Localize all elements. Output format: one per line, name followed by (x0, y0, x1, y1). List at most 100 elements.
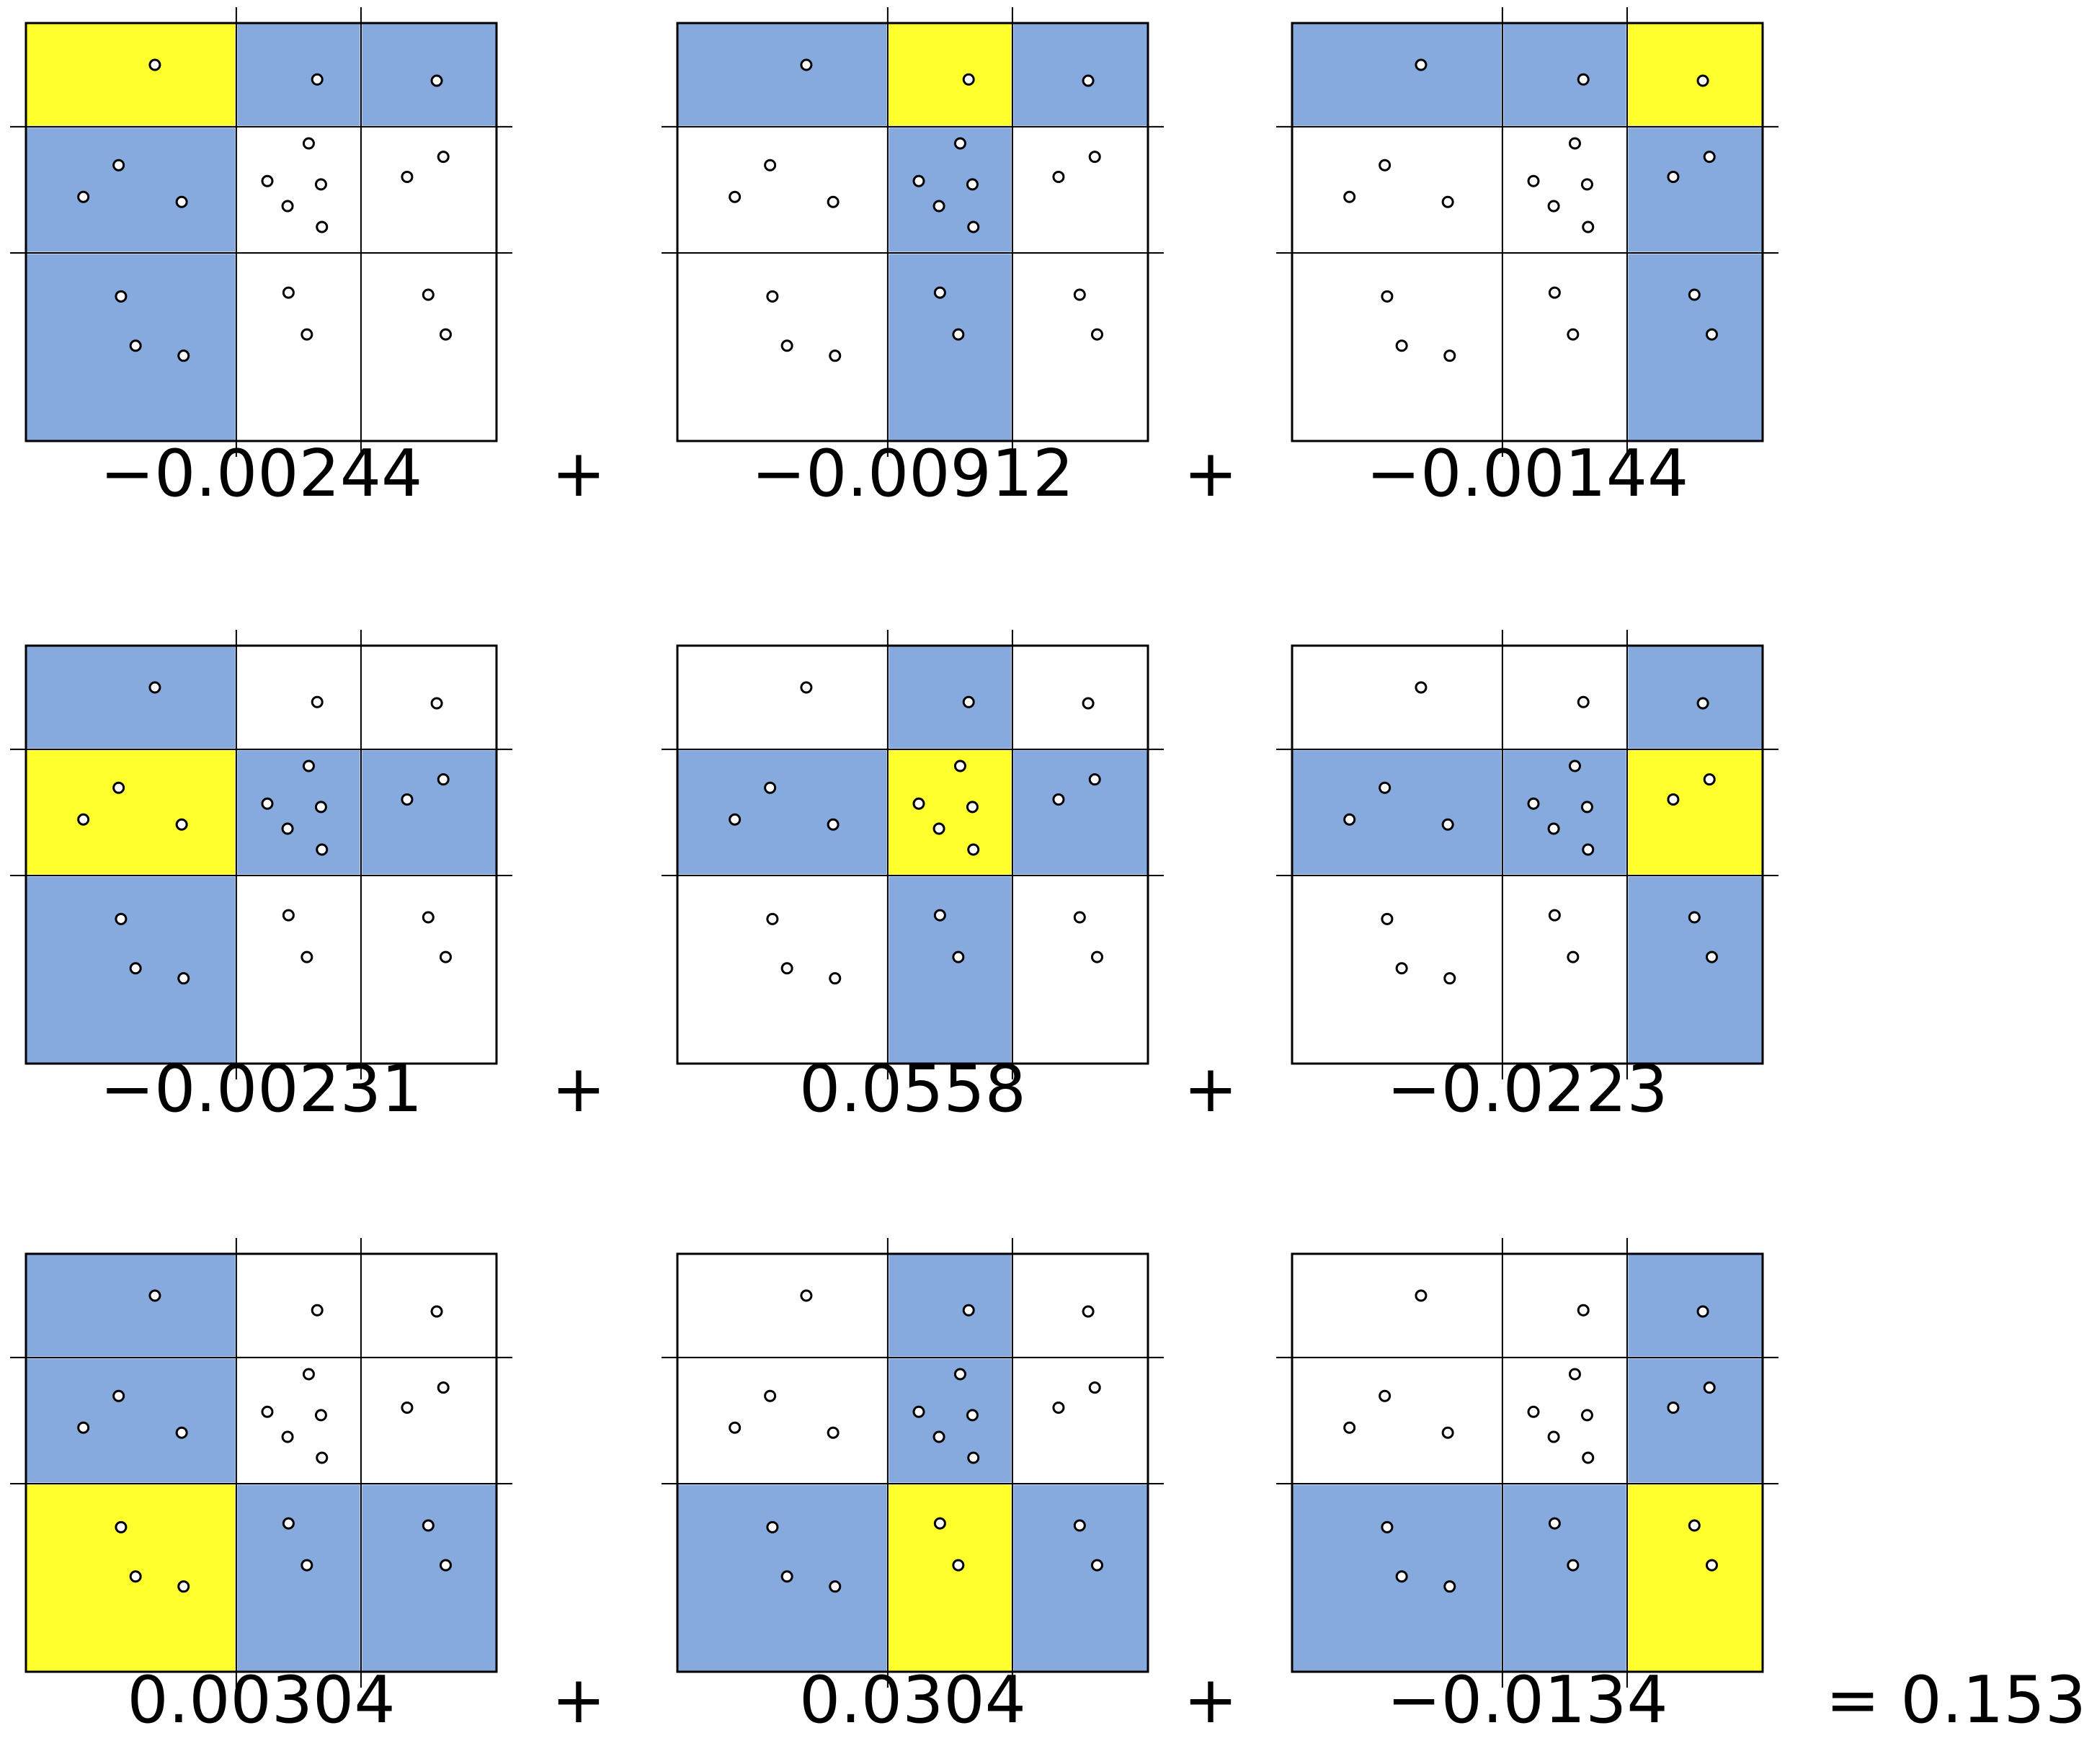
data-point (261, 174, 274, 187)
cell-bottom-middle-neighbor (886, 251, 1014, 442)
data-point (827, 1426, 840, 1439)
coefficient-label: −0.00244 (100, 436, 423, 512)
panel-frame (1291, 1252, 1764, 1673)
data-point (1088, 1381, 1101, 1394)
cell-center-middle-focus (886, 748, 1014, 877)
data-point (1443, 972, 1456, 985)
cell-bottom-middle-focus (886, 1482, 1014, 1673)
data-point (1582, 843, 1595, 856)
data-point (115, 1520, 128, 1533)
data-point (766, 290, 779, 303)
cell-bottom-right-neighbor (360, 1482, 498, 1673)
data-point (1082, 74, 1095, 87)
data-point (316, 1451, 329, 1464)
cell-center-left-empty (677, 1357, 888, 1484)
cell-bottom-right-neighbor (1626, 251, 1764, 442)
data-point (962, 1304, 975, 1317)
data-point (962, 73, 975, 86)
cell-top-middle-neighbor (235, 22, 362, 128)
data-point (430, 1305, 443, 1318)
data-point (827, 818, 840, 831)
data-point (437, 1381, 450, 1394)
data-point (316, 220, 329, 233)
cell-bottom-middle-neighbor (1501, 1482, 1629, 1673)
data-point (148, 58, 161, 71)
cell-bottom-right-neighbor (1011, 1482, 1149, 1673)
weight-panel-1: −0.00244 (10, 7, 512, 512)
data-point (780, 339, 793, 352)
data-point (952, 1559, 965, 1572)
data-point (129, 1570, 142, 1583)
data-point (300, 328, 313, 341)
data-point (1667, 170, 1680, 183)
cell-top-middle-empty (236, 1254, 361, 1358)
data-point (430, 697, 443, 710)
data-point (780, 962, 793, 975)
panel-frame (676, 22, 1149, 442)
data-point (800, 1289, 813, 1302)
coefficient-label: −0.00144 (1366, 436, 1689, 512)
cell-top-left-neighbor (676, 22, 889, 128)
cell-center-middle-neighbor (1501, 748, 1629, 877)
data-point (933, 286, 946, 299)
cell-center-right-empty (1012, 1357, 1148, 1484)
cell-center-left-neighbor (676, 748, 889, 877)
data-point (1568, 137, 1581, 150)
data-point (1379, 159, 1392, 172)
data-point (115, 912, 128, 925)
cell-top-left-empty (1292, 1254, 1502, 1358)
coefficient-label: 0.0304 (799, 1662, 1026, 1738)
data-point (1568, 760, 1581, 772)
data-point (1073, 911, 1086, 924)
cell-center-right-focus (1626, 748, 1764, 877)
cell-top-right-empty (360, 1254, 497, 1358)
data-point (422, 911, 435, 924)
data-point (148, 681, 161, 694)
data-point (1567, 950, 1580, 963)
data-point (282, 1517, 295, 1530)
data-point (302, 760, 315, 772)
data-point (1527, 797, 1540, 810)
cell-bottom-middle-empty (236, 253, 361, 441)
data-point (764, 781, 777, 794)
cell-center-right-empty (1012, 126, 1148, 253)
cell-center-middle-neighbor (235, 748, 362, 877)
cell-top-right-empty (360, 646, 497, 749)
panel-frame (25, 644, 498, 1065)
data-point (912, 797, 925, 810)
data-point (1441, 1426, 1454, 1439)
plus-operator: + (551, 436, 605, 512)
data-point (1688, 911, 1701, 924)
cell-top-right-empty (1012, 646, 1148, 749)
data-point (437, 773, 450, 786)
cell-center-left-empty (1292, 1357, 1502, 1484)
data-point (302, 1368, 315, 1381)
cell-center-right-neighbor (1011, 748, 1149, 877)
coefficient-label: 0.00304 (127, 1662, 395, 1738)
data-point (729, 813, 742, 826)
cell-bottom-middle-empty (1502, 876, 1627, 1064)
data-point (953, 760, 966, 772)
data-point (932, 200, 945, 213)
weight-panel-4: −0.00231 (10, 630, 512, 1127)
data-point (1395, 962, 1408, 975)
data-point (439, 1559, 452, 1572)
data-point (112, 1389, 125, 1402)
data-point (112, 781, 125, 794)
data-point (800, 58, 813, 71)
data-point (912, 174, 925, 187)
data-point (1443, 349, 1456, 362)
data-point (1073, 288, 1086, 301)
cell-bottom-middle-neighbor (886, 874, 1014, 1065)
cell-center-right-empty (360, 126, 497, 253)
cell-top-right-neighbor (1011, 22, 1149, 128)
data-point (1548, 1517, 1561, 1530)
cell-center-right-empty (360, 1357, 497, 1484)
weight-panel-8: 0.0304 (662, 1238, 1164, 1738)
data-point (1568, 1368, 1581, 1381)
cell-top-right-neighbor (1626, 1252, 1764, 1359)
data-point (1548, 286, 1561, 299)
data-point (953, 1368, 966, 1381)
data-point (401, 170, 414, 183)
data-point (439, 328, 452, 341)
